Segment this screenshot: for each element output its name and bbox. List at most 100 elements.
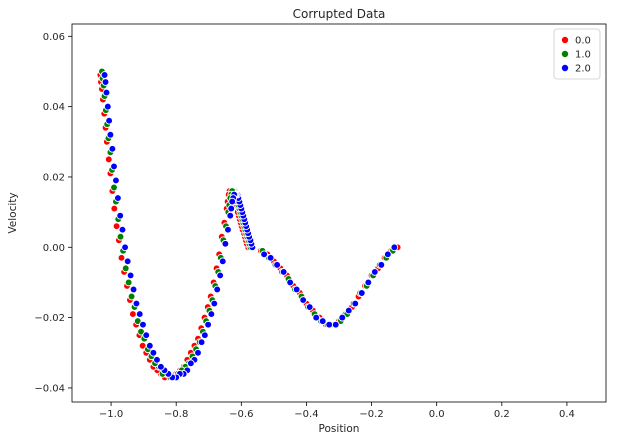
data-point <box>351 299 360 308</box>
x-tick-label: −1.0 <box>99 409 123 420</box>
data-point <box>364 278 373 287</box>
legend-label: 2.0 <box>575 64 591 75</box>
series-2.0 <box>100 71 399 382</box>
data-point <box>194 348 202 357</box>
data-point <box>129 310 137 318</box>
x-tick-label: 0.0 <box>429 409 445 420</box>
data-point <box>157 362 165 371</box>
plot-background <box>72 24 606 402</box>
data-point <box>132 299 141 308</box>
data-point <box>210 299 219 308</box>
legend-marker <box>561 64 570 73</box>
data-point <box>103 102 112 111</box>
y-tick-label: 0.06 <box>43 32 65 43</box>
data-point <box>153 355 161 364</box>
data-point <box>135 310 144 318</box>
data-point <box>325 320 334 329</box>
x-axis-label: Position <box>319 423 360 435</box>
data-point <box>204 320 212 329</box>
data-point <box>137 327 145 336</box>
x-tick-label: −0.2 <box>359 409 383 420</box>
data-point <box>390 243 399 252</box>
data-point <box>273 261 281 269</box>
data-point <box>139 320 147 329</box>
x-tick-label: 0.4 <box>559 409 575 420</box>
data-point <box>370 268 379 276</box>
data-point <box>116 211 125 220</box>
data-point <box>110 162 118 171</box>
data-point <box>133 317 142 325</box>
data-point <box>218 257 227 266</box>
data-point <box>117 253 126 262</box>
data-point <box>201 331 209 340</box>
data-point <box>121 264 130 273</box>
data-point <box>299 296 308 304</box>
data-point <box>227 204 236 213</box>
data-point <box>338 313 347 322</box>
data-point <box>108 144 117 153</box>
data-point <box>105 116 113 125</box>
data-point <box>357 289 366 297</box>
data-point <box>279 268 288 276</box>
plot-area <box>72 24 606 402</box>
legend-marker <box>561 50 570 59</box>
data-point <box>216 271 225 280</box>
y-axis-label: Velocity <box>7 192 19 233</box>
data-point <box>221 239 230 248</box>
data-point <box>305 303 314 311</box>
data-point <box>101 78 110 86</box>
data-point <box>118 225 127 234</box>
y-tick-label: 0.00 <box>43 243 65 254</box>
data-point <box>124 278 133 287</box>
data-point <box>126 271 135 280</box>
axes <box>71 23 607 403</box>
data-point <box>318 317 327 325</box>
y-tick-label: −0.02 <box>34 313 65 324</box>
data-point <box>145 341 154 350</box>
x-tick-label: −0.8 <box>164 409 188 420</box>
data-point <box>127 292 136 301</box>
y-tick-label: 0.02 <box>43 172 65 183</box>
legend-label: 1.0 <box>575 50 591 61</box>
y-tick-label: 0.04 <box>43 102 65 113</box>
data-point <box>123 257 132 266</box>
data-point <box>187 359 195 368</box>
data-point <box>224 225 232 234</box>
data-point <box>110 183 118 192</box>
axes-frame <box>71 23 607 403</box>
data-point <box>102 88 111 97</box>
data-point <box>149 348 158 357</box>
y-tick-label: −0.04 <box>34 383 65 394</box>
data-point <box>121 243 129 252</box>
ticks: −1.0 −0.8 −0.6 −0.4 −0.2 0.0 0.2 0.4 −0.04 −0.02 0… <box>34 32 575 420</box>
legend: 0.0 1.0 2.0 <box>553 28 601 80</box>
data-point <box>377 261 386 269</box>
data-point <box>106 130 115 139</box>
data-point <box>129 285 138 294</box>
data-point <box>344 306 353 315</box>
chart-title: Corrupted Data <box>293 7 386 21</box>
data-point <box>383 250 392 259</box>
data-point <box>142 331 151 340</box>
data-point <box>226 211 235 220</box>
data-point <box>104 155 113 164</box>
data-point <box>116 232 125 241</box>
data-point <box>110 204 119 213</box>
data-point <box>114 194 122 202</box>
x-tick-label: −0.4 <box>294 409 318 420</box>
legend-marker <box>561 36 570 45</box>
data-point <box>207 310 216 318</box>
data-point <box>331 320 340 329</box>
data-point <box>292 285 301 294</box>
data-point <box>312 313 321 322</box>
data-point <box>213 285 222 294</box>
legend-label: 0.0 <box>575 36 591 47</box>
data-point <box>112 176 120 185</box>
data-point <box>100 71 109 79</box>
data-point <box>228 197 237 206</box>
data-point <box>112 222 121 231</box>
data-point <box>266 253 275 262</box>
data-point <box>286 278 295 287</box>
x-tick-label: −0.6 <box>229 409 253 420</box>
